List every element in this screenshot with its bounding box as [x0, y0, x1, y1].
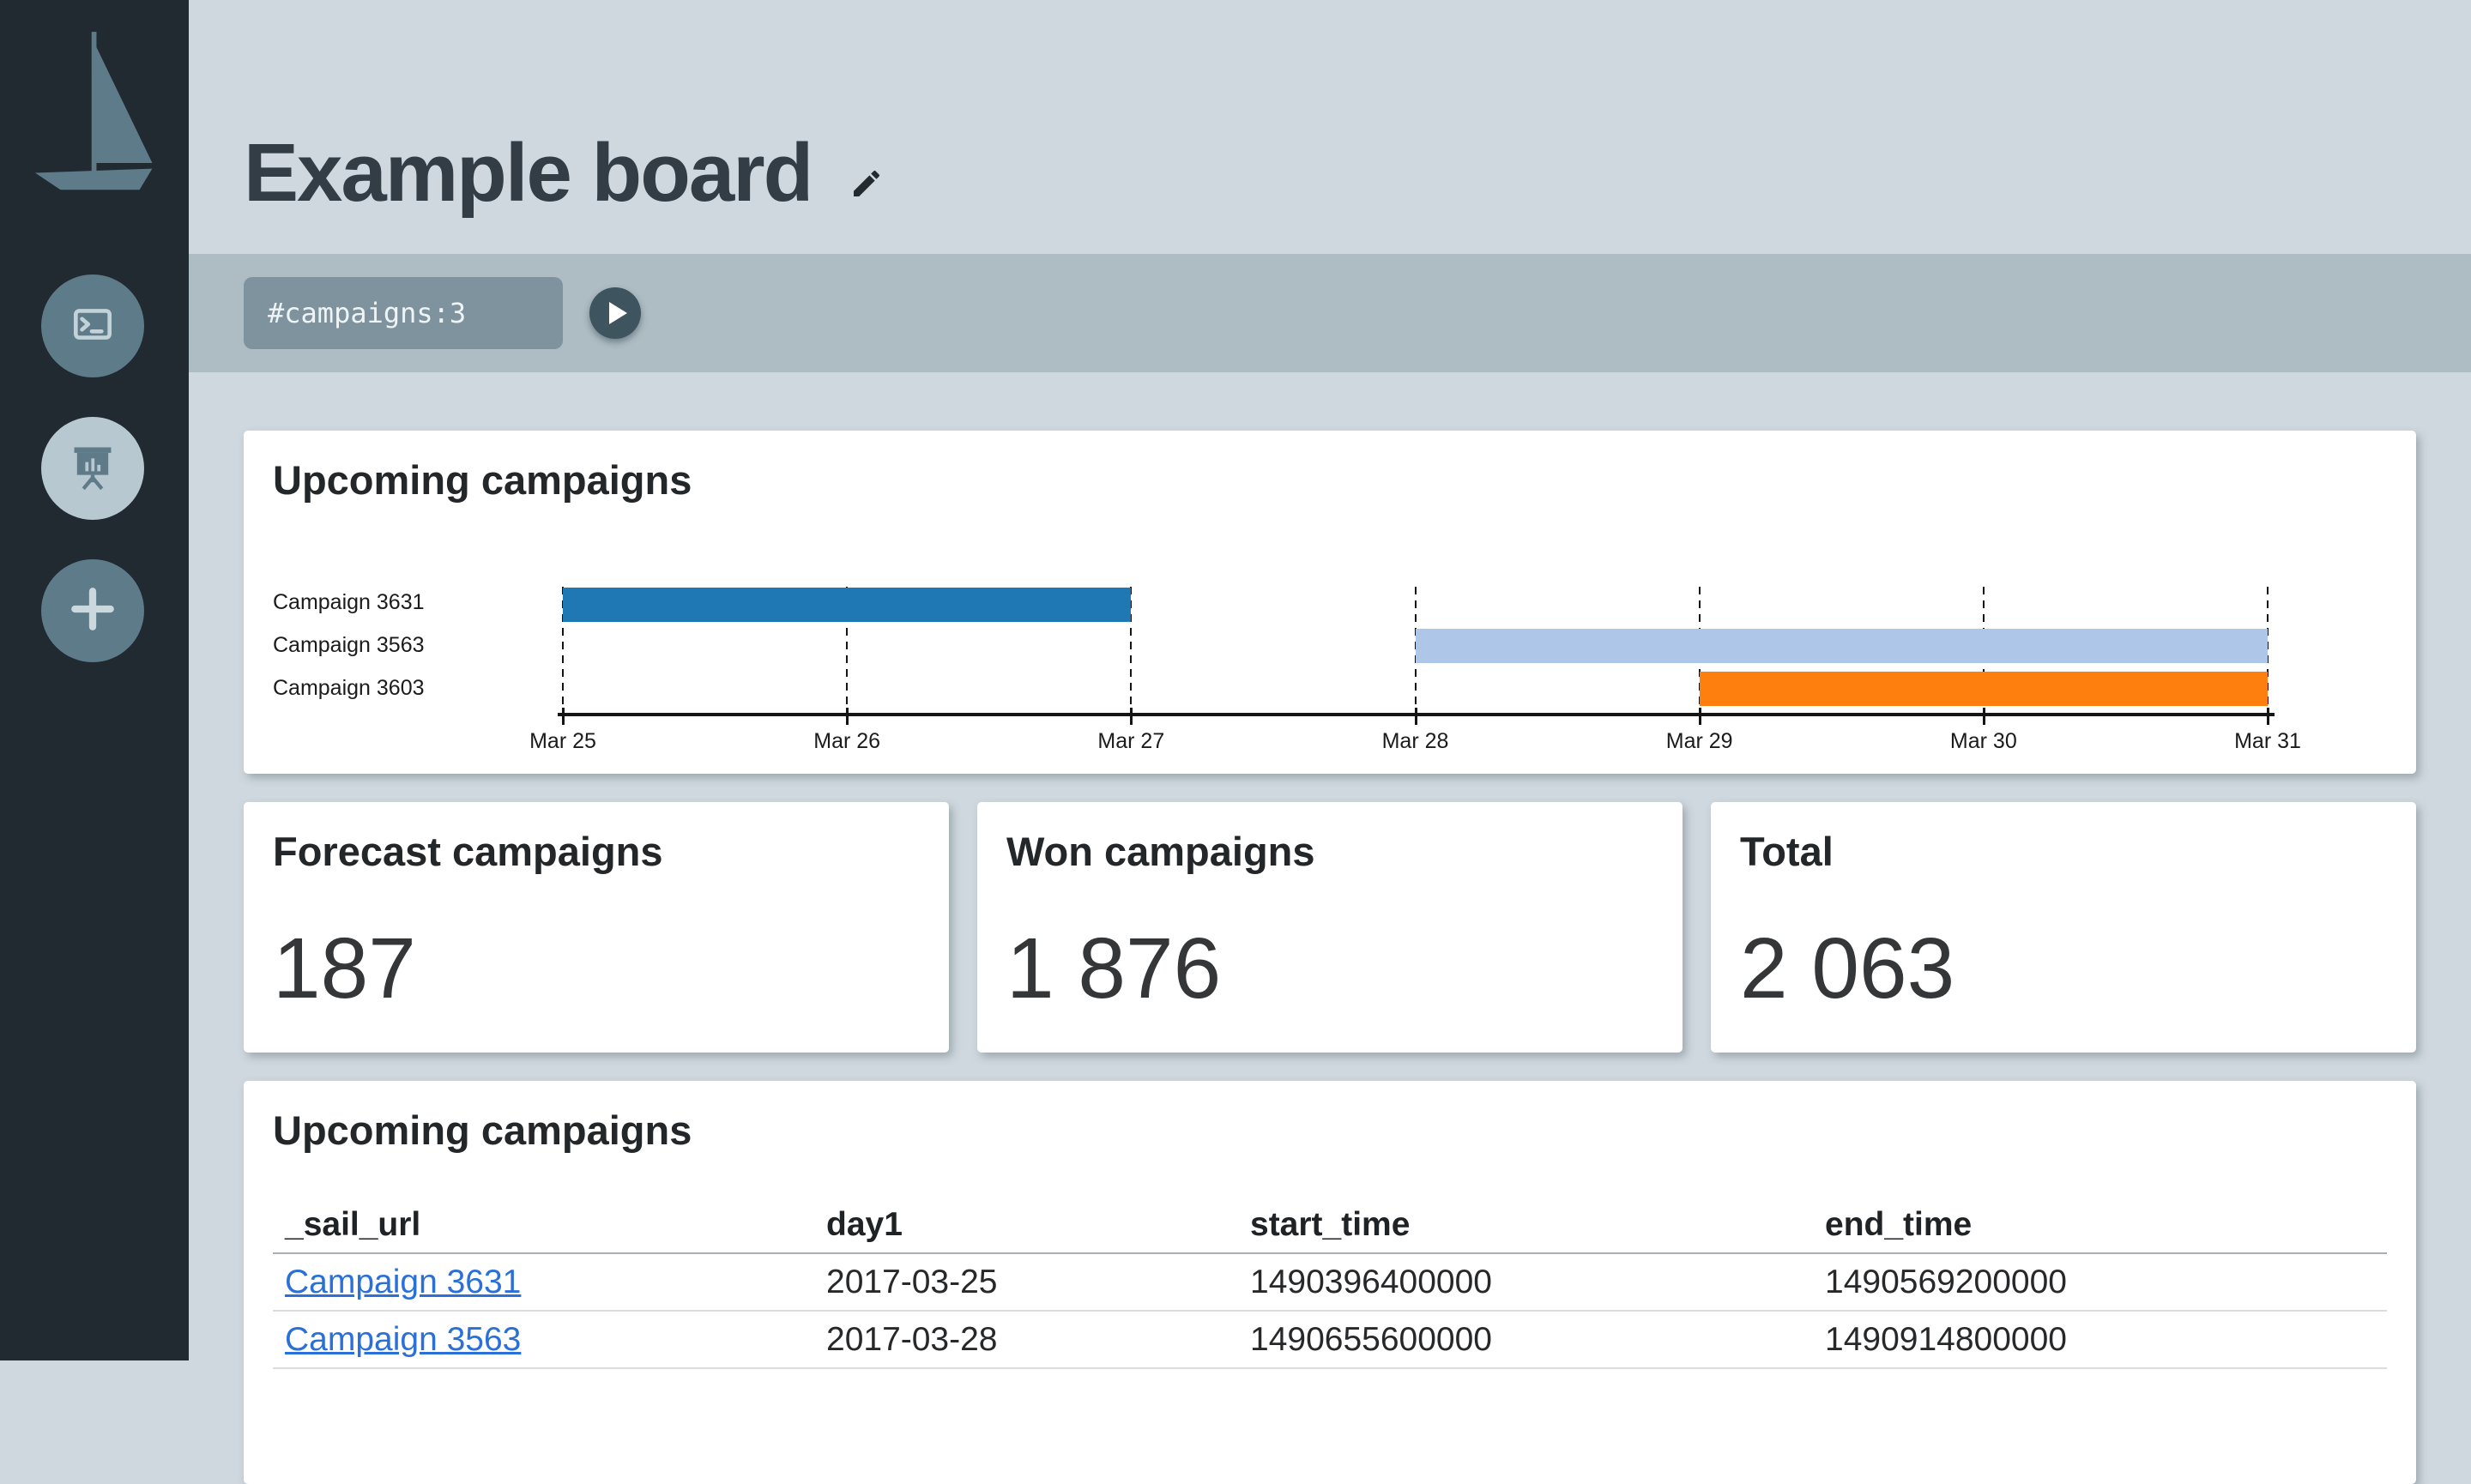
- table-header-row: _sail_url day1 start_time end_time: [273, 1197, 2387, 1254]
- stat-value: 2 063: [1740, 920, 1955, 1016]
- axis-tick: [1982, 708, 1985, 725]
- stat-value: 1 876: [1006, 920, 1222, 1016]
- gantt-plot: Mar 25 Mar 26 Mar 27 Mar 28 Mar 29 Mar 30 Mar …: [529, 587, 2301, 753]
- campaigns-table-card: Upcoming campaigns _sail_url day1 start_…: [244, 1081, 2416, 1484]
- query-bar: #campaigns:3: [189, 254, 2471, 372]
- campaign-link[interactable]: Campaign 3631: [285, 1263, 522, 1300]
- terminal-icon: [68, 299, 118, 353]
- axis-tick: [1698, 708, 1701, 725]
- sidebar-presentation-button[interactable]: [41, 417, 144, 520]
- axis-tick-label: Mar 30: [1949, 729, 2017, 753]
- sidebar: [0, 0, 189, 1360]
- sailboat-logo: [31, 17, 158, 206]
- axis-tick: [846, 708, 849, 725]
- page-title: Example board: [244, 127, 813, 219]
- gantt-row-label: Campaign 3563: [273, 633, 425, 657]
- gridline: [846, 587, 849, 713]
- pencil-icon: [849, 170, 884, 204]
- stat-card-title: Total: [1740, 829, 1834, 874]
- gantt-bar: [1415, 629, 2268, 663]
- stat-card-title: Won campaigns: [1006, 829, 1315, 874]
- column-header-sail-url: _sail_url: [285, 1206, 421, 1243]
- sidebar-terminal-button[interactable]: [41, 274, 144, 377]
- gridline: [2267, 587, 2269, 713]
- campaigns-table: _sail_url day1 start_time end_time Campa…: [273, 1197, 2387, 1369]
- gridline: [562, 587, 564, 713]
- axis-tick: [1130, 708, 1133, 725]
- stat-card-won: Won campaigns 1 876: [977, 802, 1683, 1053]
- axis-tick: [1414, 708, 1417, 725]
- axis-tick-label: Mar 31: [2234, 729, 2301, 753]
- axis-tick-label: Mar 26: [813, 729, 881, 753]
- add-plus-icon: [68, 584, 118, 638]
- gridline: [1130, 587, 1133, 713]
- stat-card-forecast: Forecast campaigns 187: [244, 802, 949, 1053]
- gantt-card-title: Upcoming campaigns: [273, 457, 692, 503]
- column-header-start-time: start_time: [1250, 1206, 1411, 1243]
- gantt-row-label: Campaign 3631: [273, 590, 425, 614]
- sidebar-add-button[interactable]: [41, 559, 144, 662]
- axis-tick-label: Mar 27: [1097, 729, 1165, 753]
- gantt-bar: [1699, 672, 2268, 706]
- board-header: Example board: [189, 0, 2471, 254]
- cell-start-time: 1490396400000: [1250, 1263, 1492, 1300]
- gantt-row-label: Campaign 3603: [273, 676, 425, 700]
- query-input[interactable]: #campaigns:3: [244, 277, 563, 349]
- axis-tick-label: Mar 29: [1665, 729, 1733, 753]
- column-header-day1: day1: [826, 1206, 903, 1243]
- gantt-card: Upcoming campaigns Campaign 3631 Campaig…: [244, 431, 2416, 774]
- presentation-chart-icon: [67, 441, 118, 497]
- table-card-title: Upcoming campaigns: [273, 1107, 692, 1153]
- edit-title-button[interactable]: [849, 166, 884, 201]
- gantt-bar: [563, 588, 1132, 622]
- axis-tick-label: Mar 25: [529, 729, 596, 753]
- cell-end-time: 1490569200000: [1825, 1263, 2067, 1300]
- axis-tick: [2267, 708, 2269, 725]
- main-area: Example board #campaigns:3 Upcoming camp…: [189, 0, 2471, 1484]
- cell-end-time: 1490914800000: [1825, 1320, 2067, 1358]
- play-icon: [608, 302, 627, 324]
- column-header-end-time: end_time: [1825, 1206, 1973, 1243]
- cell-day1: 2017-03-25: [826, 1263, 998, 1300]
- board-content: Upcoming campaigns Campaign 3631 Campaig…: [244, 372, 2416, 1484]
- stat-card-title: Forecast campaigns: [273, 829, 663, 874]
- stat-value: 187: [273, 920, 416, 1016]
- cell-start-time: 1490655600000: [1250, 1320, 1492, 1358]
- axis-tick: [562, 708, 565, 725]
- stat-card-total: Total 2 063: [1711, 802, 2416, 1053]
- axis-tick-label: Mar 28: [1381, 729, 1449, 753]
- campaign-link[interactable]: Campaign 3563: [285, 1320, 522, 1358]
- cell-day1: 2017-03-28: [826, 1320, 998, 1358]
- run-query-button[interactable]: [589, 287, 641, 339]
- table-row: Campaign 3631 2017-03-25 1490396400000 1…: [273, 1254, 2387, 1312]
- stats-row: Forecast campaigns 187 Won campaigns 1 8…: [244, 802, 2416, 1053]
